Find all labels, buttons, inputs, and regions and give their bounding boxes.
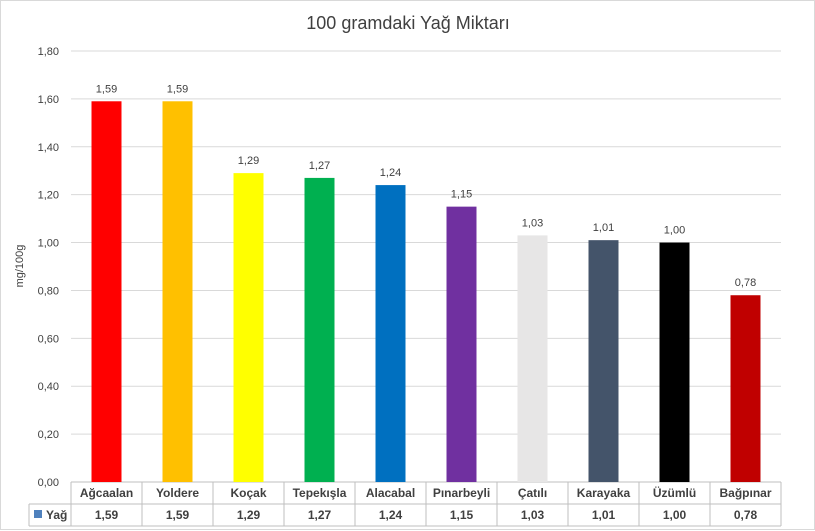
data-label: 0,78 — [735, 277, 756, 289]
bar — [162, 101, 193, 483]
category-label: Üzümlü — [653, 485, 696, 500]
table-value: 1,01 — [592, 508, 616, 522]
y-axis-label: mg/100g — [14, 245, 26, 288]
table-value: 1,03 — [521, 508, 545, 522]
table-value: 1,27 — [308, 508, 332, 522]
table-value: 1,29 — [237, 508, 261, 522]
y-tick-label: 1,20 — [38, 190, 59, 202]
category-label: Pınarbeyli — [433, 486, 490, 500]
legend-swatch — [34, 510, 42, 518]
y-tick-label: 0,80 — [38, 285, 59, 297]
category-label: Tepekışla — [293, 486, 347, 500]
data-label: 1,00 — [664, 225, 685, 237]
bar — [588, 240, 619, 482]
bar — [659, 242, 690, 482]
data-table: Ağcaalan 1,59 Yoldere 1,59 Koçak 1,29 Tepekışl… — [28, 482, 782, 527]
table-value: 1,15 — [450, 508, 474, 522]
bar — [375, 185, 406, 483]
category-label: Yoldere — [156, 486, 199, 500]
category-label: Koçak — [230, 486, 266, 500]
data-label: 1,15 — [451, 189, 472, 201]
y-tick-label: 0,20 — [38, 429, 59, 441]
y-tick-label: 0,40 — [38, 381, 59, 393]
y-tick-label: 1,60 — [38, 94, 59, 106]
category-label: Alacabal — [366, 486, 415, 500]
bars — [91, 101, 761, 483]
category-label: Çatılı — [518, 486, 547, 500]
chart-title: 100 gramdaki Yağ Miktarı — [306, 13, 509, 33]
table-value: 1,59 — [95, 508, 119, 522]
data-labels: 1,59 1,59 1,29 1,27 1,24 1,15 1,03 1,01 1,00 0,78 — [96, 83, 756, 289]
data-label: 1,03 — [522, 217, 543, 229]
bar — [446, 206, 477, 482]
table-value: 0,78 — [734, 508, 758, 522]
category-label: Bağpınar — [719, 486, 771, 500]
data-label: 1,27 — [309, 160, 330, 172]
y-tick-label: 1,80 — [38, 46, 59, 58]
table-value: 1,24 — [379, 508, 403, 522]
legend-series-name: Yağ — [46, 508, 67, 522]
data-label: 1,24 — [380, 167, 401, 179]
bar — [91, 101, 122, 483]
y-axis-ticks: 0,00 0,20 0,40 0,60 0,80 1,00 1,20 1,40 1,60 1,80 — [38, 46, 59, 489]
bar — [730, 295, 761, 482]
data-label: 1,59 — [96, 83, 117, 95]
table-value: 1,00 — [663, 508, 687, 522]
data-label: 1,59 — [167, 83, 188, 95]
y-tick-label: 1,00 — [38, 238, 59, 250]
category-label: Karayaka — [577, 486, 631, 500]
data-label: 1,29 — [238, 155, 259, 167]
category-label: Ağcaalan — [80, 486, 133, 500]
data-label: 1,01 — [593, 222, 614, 234]
bar — [517, 235, 548, 482]
table-value: 1,59 — [166, 508, 190, 522]
bar — [233, 173, 264, 482]
y-tick-label: 0,00 — [38, 477, 59, 489]
y-tick-label: 1,40 — [38, 142, 59, 154]
y-tick-label: 0,60 — [38, 333, 59, 345]
bar — [304, 177, 335, 482]
